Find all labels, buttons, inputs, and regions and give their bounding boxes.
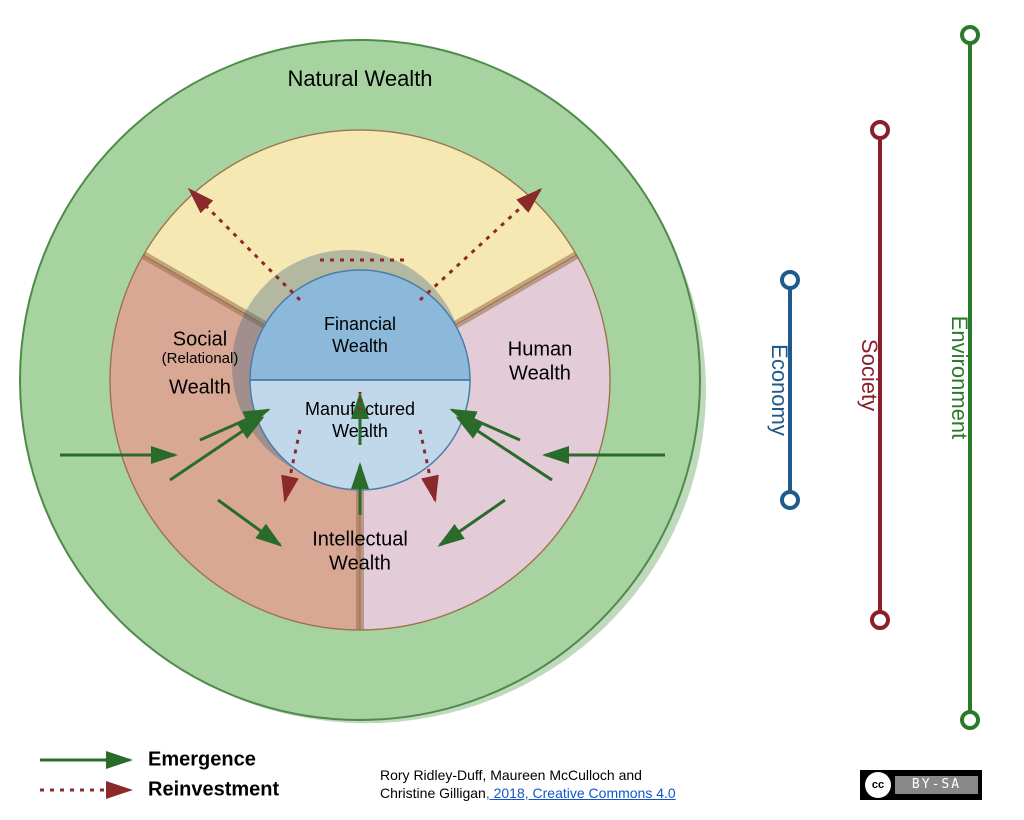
outer-ring-label: Natural Wealth [287, 66, 432, 91]
sidebar-end-bottom-environment [962, 712, 978, 728]
sidebar-end-top-environment [962, 27, 978, 43]
inner-top-label: Wealth [332, 336, 388, 356]
sidebar-label-society: Society [857, 339, 882, 411]
cc-label: BY-SA [895, 776, 978, 794]
sidebar-end-top-economy [782, 272, 798, 288]
attribution-link[interactable]: , 2018, Creative Commons 4.0 [486, 785, 676, 801]
sidebar-label-economy: Economy [767, 344, 792, 436]
legend-reinvestment: Reinvestment [148, 778, 279, 800]
sector-label-social: Social [173, 328, 227, 350]
cc-icon: cc [865, 772, 891, 798]
attribution-line2: Christine Gilligan [380, 785, 486, 801]
sector-label-human: Human [508, 338, 572, 360]
sidebar-end-bottom-economy [782, 492, 798, 508]
sector-label-intellectual: Wealth [329, 552, 391, 574]
sector-label-intellectual: Intellectual [312, 528, 408, 550]
sector-label-social: Wealth [169, 376, 231, 398]
sector-label-human: Wealth [509, 362, 571, 384]
attribution-authors: Rory Ridley-Duff, Maureen McCulloch and [380, 767, 642, 783]
sidebar-label-environment: Environment [947, 316, 972, 440]
sector-label-social: (Relational) [162, 350, 239, 367]
inner-top-label: Financial [324, 314, 396, 334]
wealth-diagram: Natural WealthSocial(Relational)WealthHu… [0, 0, 1024, 820]
legend-emergence: Emergence [148, 748, 256, 770]
sidebar-end-top-society [872, 122, 888, 138]
attribution-text: Rory Ridley-Duff, Maureen McCulloch and … [380, 766, 676, 802]
sidebar-end-bottom-society [872, 612, 888, 628]
cc-license-badge[interactable]: cc BY-SA [860, 770, 982, 800]
